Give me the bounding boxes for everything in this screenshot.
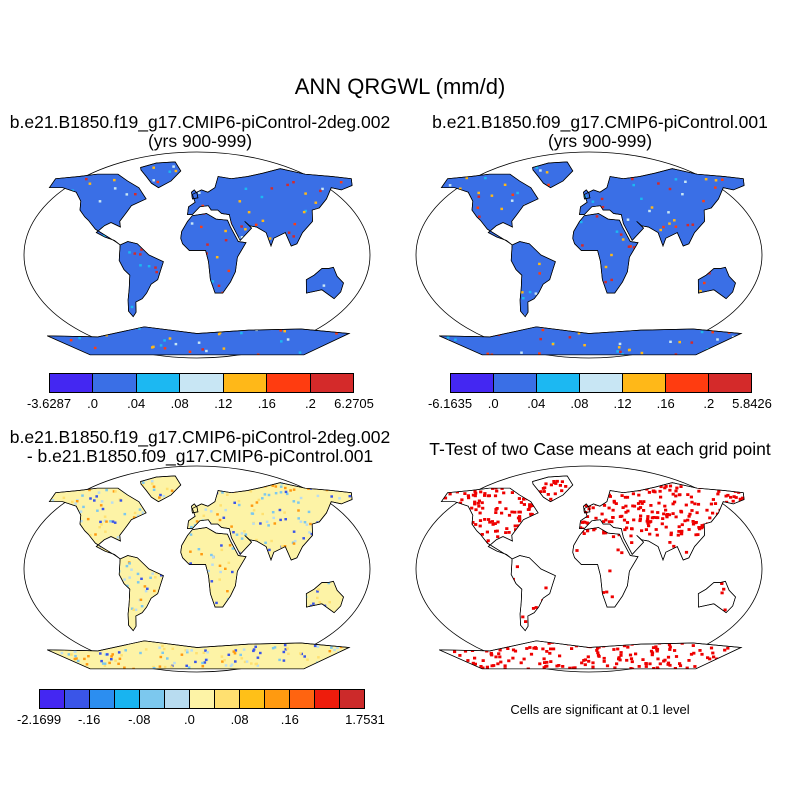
panel-3-title-line2: - b.e21.B1850.f09_g17.CMIP6-piControl.00… — [26, 446, 374, 466]
main-title: ANN QRGWL (mm/d) — [294, 74, 506, 99]
panel-4-map — [415, 465, 763, 673]
colorbar-swatch — [215, 690, 240, 708]
colorbar-swatch — [267, 374, 311, 392]
colorbar-swatch — [310, 374, 353, 392]
colorbar-tick-label: .08 — [170, 396, 189, 411]
panel-2-title-line1: b.e21.B1850.f09_g17.CMIP6-piControl.001 — [432, 112, 768, 132]
colorbar-tick-label: -6.1635 — [427, 396, 473, 411]
colorbar-tick-label: .0 — [87, 396, 98, 411]
colorbar-swatch — [136, 374, 181, 392]
colorbar-swatch — [709, 374, 751, 392]
panel-2-map — [415, 151, 763, 359]
colorbar-swatch — [65, 690, 90, 708]
colorbar-tick-label: .16 — [257, 396, 276, 411]
colorbar-swatch — [666, 374, 709, 392]
colorbar-tick-label: -.08 — [128, 712, 151, 727]
colorbar-swatch — [140, 690, 165, 708]
colorbar-swatch — [180, 374, 224, 392]
colorbar-tick-label: .04 — [527, 396, 546, 411]
colorbar-tick-label: .08 — [570, 396, 589, 411]
colorbar-tick-label: .16 — [280, 712, 299, 727]
colorbar-swatch — [265, 690, 290, 708]
panel-1-map — [23, 151, 371, 359]
colorbar-tick-label: .2 — [703, 396, 715, 411]
colorbar-swatch — [623, 374, 666, 392]
colorbar-tick-label: .0 — [184, 712, 195, 727]
colorbar-swatch — [290, 690, 315, 708]
colorbar-tick-label: .08 — [230, 712, 249, 727]
panel-3-colorbar — [39, 689, 365, 709]
panel-1-title-line2: (yrs 900-999) — [147, 131, 253, 151]
panel-1-title-line1: b.e21.B1850.f19_g17.CMIP6-piControl-2deg… — [9, 112, 391, 132]
panel-2-title-line2: (yrs 900-999) — [547, 131, 653, 151]
colorbar-tick-label: -2.1699 — [16, 712, 62, 727]
colorbar-swatch — [190, 690, 215, 708]
colorbar-tick-label: .16 — [656, 396, 675, 411]
colorbar-tick-label: .2 — [305, 396, 316, 411]
colorbar-tick-label: 5.8426 — [732, 396, 772, 411]
colorbar-swatch — [165, 690, 190, 708]
panel-2-colorbar-ticks: -6.1635 .0 .04 .08 .12 .16 .2 5.8426 — [428, 396, 772, 412]
panel-4-title: T-Test of two Case means at each grid po… — [429, 439, 771, 459]
panel-1-colorbar — [49, 373, 354, 393]
colorbar-tick-label: 6.2705 — [334, 396, 374, 411]
colorbar-swatch — [50, 374, 94, 392]
colorbar-swatch — [580, 374, 623, 392]
panel-4-footnote: Cells are significant at 0.1 level — [510, 702, 690, 717]
colorbar-tick-label: 1.7531 — [345, 712, 385, 727]
colorbar-swatch — [240, 690, 265, 708]
colorbar-swatch — [537, 374, 580, 392]
panel-3-title-line1: b.e21.B1850.f19_g17.CMIP6-piControl-2deg… — [9, 427, 391, 447]
panel-3-colorbar-ticks: -2.1699 -.16 -.08 .0 .08 .16 1.7531 — [17, 712, 385, 728]
colorbar-swatch — [93, 374, 137, 392]
panel-2-colorbar — [450, 373, 752, 393]
colorbar-tick-label: -.16 — [77, 712, 101, 727]
colorbar-swatch — [340, 690, 364, 708]
panel-3-map — [23, 465, 371, 673]
colorbar-swatch — [451, 374, 494, 392]
colorbar-tick-label: .04 — [127, 396, 146, 411]
colorbar-tick-label: .12 — [613, 396, 632, 411]
colorbar-tick-label: .12 — [214, 396, 233, 411]
colorbar-swatch — [90, 690, 115, 708]
colorbar-tick-label: .0 — [487, 396, 499, 411]
colorbar-swatch — [223, 374, 268, 392]
colorbar-swatch — [115, 690, 140, 708]
panel-1-colorbar-ticks: -3.6287 .0 .04 .08 .12 .16 .2 6.2705 — [27, 396, 374, 412]
colorbar-swatch — [315, 690, 340, 708]
colorbar-swatch — [494, 374, 537, 392]
colorbar-tick-label: -3.6287 — [26, 396, 72, 411]
colorbar-swatch — [40, 690, 65, 708]
